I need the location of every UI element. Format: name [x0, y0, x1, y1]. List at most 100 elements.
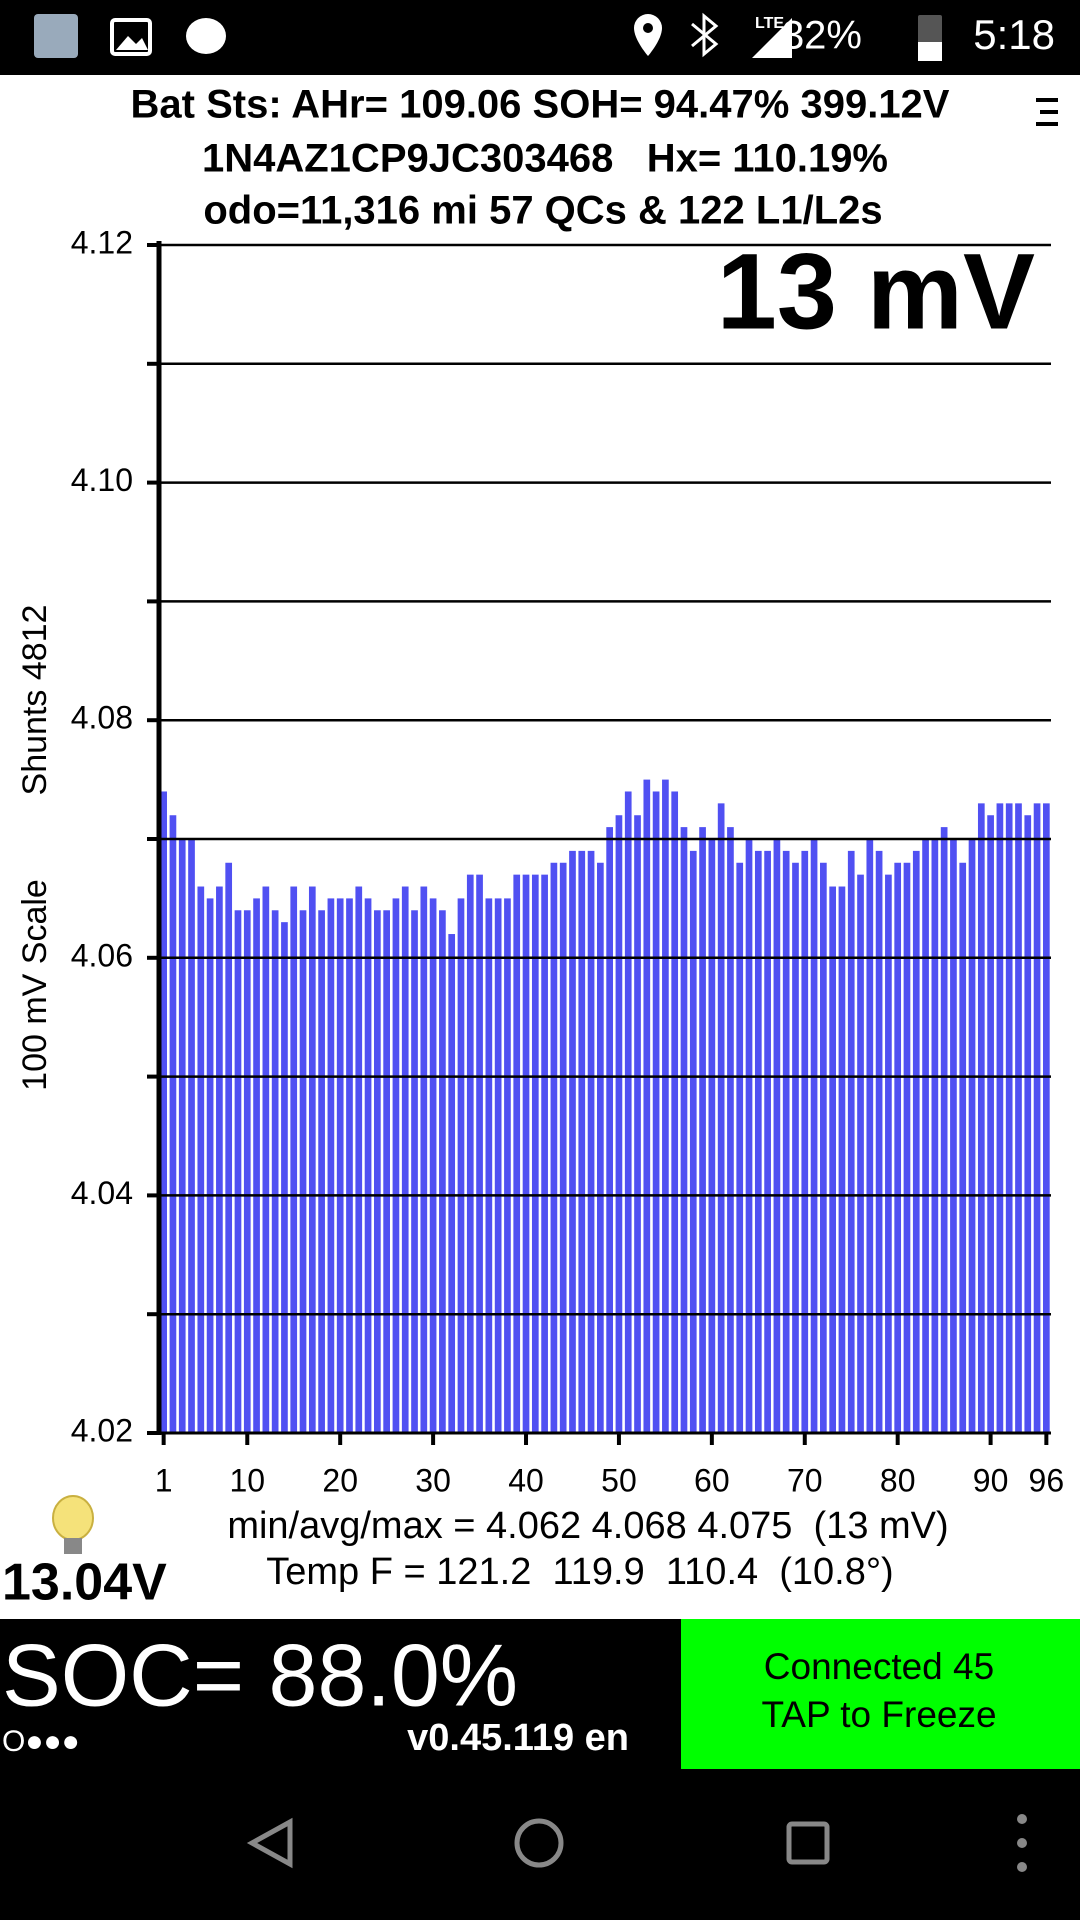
bar [829, 886, 836, 1433]
y-axis-label: Shunts 4812 [16, 605, 54, 796]
bar [894, 862, 902, 1433]
header-line: odo=11,316 mi 57 QCs & 122 L1/L2s [203, 189, 882, 233]
bar [717, 803, 725, 1433]
bar [875, 850, 883, 1433]
freeze-hint[interactable]: TAP to Freeze [761, 1694, 996, 1735]
x-tick-label: 50 [601, 1462, 637, 1498]
bar [188, 839, 195, 1433]
connect-button[interactable]: Connected 45 TAP to Freeze [681, 1619, 1080, 1769]
overflow-button[interactable] [1017, 1814, 1027, 1872]
bar [857, 874, 864, 1433]
bar [401, 886, 409, 1433]
bar [411, 910, 418, 1433]
soc: SOC= 88.0% [2, 1625, 518, 1724]
y-axis-label: 100 mV Scale [16, 879, 54, 1091]
overflow-dot[interactable] [1017, 1862, 1027, 1872]
gallery-icon [116, 36, 148, 50]
bar [355, 886, 363, 1433]
bar [680, 827, 688, 1433]
notification-icon [186, 18, 226, 54]
overflow-dot[interactable] [1017, 1814, 1027, 1824]
bar [810, 839, 818, 1433]
status-bar [0, 0, 1080, 75]
bar [271, 910, 279, 1433]
bar [996, 803, 1004, 1433]
bulb-glass[interactable] [52, 1495, 94, 1541]
home-button[interactable] [514, 1818, 564, 1868]
connect-button-bg[interactable] [681, 1619, 1080, 1769]
x-tick-label: 10 [229, 1462, 265, 1498]
bar [652, 791, 660, 1433]
bar [708, 839, 716, 1433]
bar [959, 862, 967, 1433]
bulb-base[interactable] [64, 1538, 82, 1554]
bar [950, 839, 957, 1433]
bar [281, 922, 288, 1433]
x-tick-label: 1 [155, 1462, 173, 1498]
bar [847, 850, 855, 1433]
bar [160, 791, 167, 1433]
bar [727, 827, 734, 1433]
header-line: Bat Sts: AHr= 109.06 SOH= 94.47% 399.12V [131, 83, 950, 127]
bar [1005, 803, 1013, 1433]
bar [327, 898, 335, 1433]
bar [615, 815, 623, 1433]
bar [439, 910, 446, 1433]
x-tick-label: 20 [322, 1462, 358, 1498]
bar [820, 862, 827, 1433]
location-icon [634, 14, 662, 56]
temperature-stats: Temp F = 121.2 119.9 110.4 (10.8°) [266, 1551, 893, 1593]
bar [606, 827, 613, 1433]
battery-12v: 13.04V [2, 1554, 167, 1612]
y-tick-label: 4.04 [71, 1175, 133, 1211]
bar [429, 898, 437, 1433]
bar [912, 850, 920, 1433]
clock: 5:18 [973, 11, 1055, 58]
network-type: LTE [755, 15, 784, 32]
bar [1043, 803, 1050, 1433]
bar [448, 934, 456, 1433]
gallery-icon [110, 18, 152, 56]
y-tick-label: 4.10 [71, 462, 133, 498]
x-tick-label: 70 [787, 1462, 823, 1498]
bar [262, 886, 270, 1433]
bar [569, 850, 576, 1433]
y-tick-label: 4.02 [71, 1412, 133, 1448]
chart: 4.02 4.04 4.06 4.08 4.10 4.12 1 10 20 30 40 50 60 70 8… [16, 224, 1064, 1498]
bar [977, 803, 985, 1433]
y-tick-label: 4.12 [71, 224, 133, 260]
y-tick-label: 4.08 [71, 700, 133, 736]
x-tick-label: 96 [1029, 1462, 1065, 1498]
bar [243, 910, 251, 1433]
bar [634, 815, 641, 1433]
bar [225, 862, 233, 1433]
connection-status[interactable]: Connected 45 [764, 1646, 994, 1687]
menu-button[interactable] [1036, 98, 1058, 126]
x-tick-label: 60 [694, 1462, 730, 1498]
bar [866, 839, 874, 1433]
bar [364, 898, 372, 1433]
bar [782, 850, 790, 1433]
x-tick-label: 40 [508, 1462, 544, 1498]
menu-bar[interactable] [1036, 122, 1058, 126]
overflow-dot[interactable] [1017, 1838, 1027, 1848]
bar [420, 886, 428, 1433]
bar [178, 839, 186, 1433]
bar [169, 815, 177, 1433]
menu-bar[interactable] [1036, 98, 1058, 102]
bar [968, 839, 976, 1433]
x-tick-label: 30 [415, 1462, 451, 1498]
recents-button[interactable] [786, 1821, 830, 1865]
bar [801, 850, 809, 1433]
bar [885, 874, 892, 1433]
bar [662, 779, 669, 1433]
bar [689, 850, 697, 1433]
back-button[interactable] [246, 1817, 293, 1869]
menu-bar[interactable] [1040, 110, 1058, 114]
bulb-icon[interactable] [52, 1495, 94, 1554]
bar [522, 874, 530, 1433]
version: v0.45.119 en [407, 1717, 629, 1759]
header-line: 1N4AZ1CP9JC303468 Hx= 110.19% [202, 137, 888, 181]
spread-annotation: 13 mV [717, 231, 1035, 352]
